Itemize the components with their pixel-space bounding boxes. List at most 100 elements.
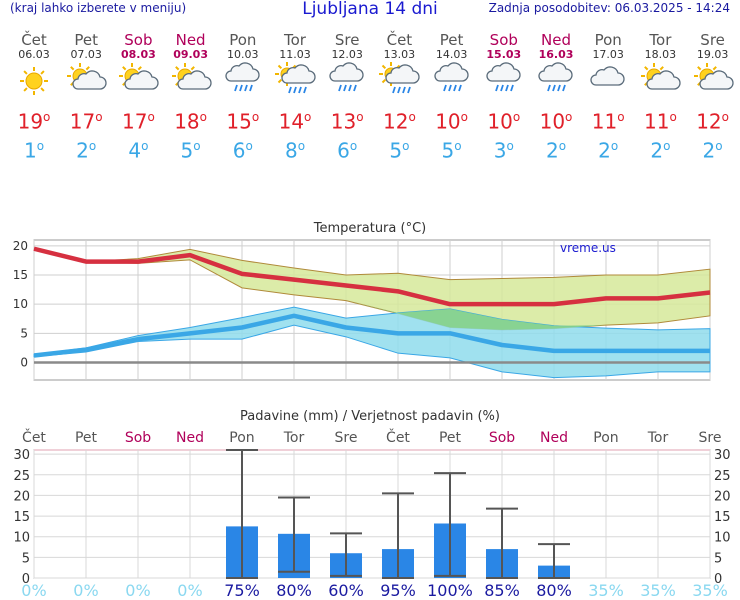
forecast-day: Pon 17.03 11o 2o — [582, 32, 634, 172]
max-temperature-line — [33, 246, 711, 307]
sun-rain-icon — [379, 62, 421, 94]
y-tick-label-right: 5 — [714, 551, 722, 566]
forecast-day: Čet 06.03 19o 1o — [8, 32, 60, 172]
cloud-rain-icon — [486, 62, 521, 92]
x-tick-label: Pon — [229, 430, 254, 446]
cloud-rain-icon — [225, 62, 260, 92]
probability-label: 35% — [640, 581, 676, 600]
forecast-day: Tor 18.03 11o 2o — [634, 32, 686, 172]
x-tick-label: Sre — [335, 430, 358, 446]
min-temperature: 5o — [180, 138, 201, 163]
min-temperature: 4o — [128, 138, 149, 163]
forecast-day: Tor 11.03 14o 8o — [269, 32, 321, 172]
probability-label: 35% — [588, 581, 624, 600]
y-tick-label: 30 — [13, 448, 30, 463]
day-name: Čet — [386, 31, 413, 49]
max-temperature: 11o — [643, 109, 677, 134]
forecast-day: Sre 19.03 12o 2o — [687, 32, 739, 172]
x-tick-label: Ned — [176, 430, 204, 446]
probability-label: 0% — [73, 581, 98, 600]
forecast-day: Sob 15.03 10o 3o — [478, 32, 530, 172]
x-tick-label: Čet — [386, 428, 410, 446]
day-date: 15.03 — [486, 48, 522, 61]
day-date: 09.03 — [173, 48, 208, 61]
probability-label: 35% — [692, 581, 728, 600]
sun-cloud-icon — [693, 63, 734, 90]
cloud-icon — [590, 66, 625, 86]
temperature-chart: Temperatura (°C) 0 5 10 15 20 vreme.us — [13, 221, 711, 381]
day-date: 18.03 — [644, 48, 677, 61]
day-date: 12.03 — [331, 48, 363, 61]
y-tick-label: 10 — [13, 297, 28, 311]
precipitation-chart: Padavine (mm) / Verjetnost padavin (%) Če… — [13, 409, 731, 600]
x-tick-label: Pet — [439, 430, 462, 446]
max-temperature: 10o — [487, 109, 521, 134]
forecast-day: Ned 09.03 18o 5o — [165, 32, 217, 172]
y-tick-label: 20 — [13, 239, 28, 253]
partly-cloudy-icon — [171, 63, 212, 90]
min-temperature-line — [33, 313, 710, 358]
day-name: Pon — [229, 31, 257, 49]
forecast-day: Čet 13.03 12o 5o — [373, 32, 425, 172]
day-name: Pet — [74, 31, 98, 49]
y-tick-label: 10 — [13, 531, 30, 546]
day-date: 06.03 — [18, 48, 50, 61]
y-tick-label-right: 20 — [714, 489, 731, 504]
watermark-label: vreme.us — [560, 241, 616, 255]
x-tick-label: Sre — [699, 430, 722, 446]
x-tick-label: Ned — [540, 430, 568, 446]
day-name: Tor — [649, 31, 672, 49]
probability-label: 85% — [484, 581, 520, 600]
min-temperature: 2o — [545, 138, 567, 163]
max-temperature: 12o — [382, 109, 416, 134]
probability-label: 80% — [536, 581, 572, 600]
max-temperature: 19o — [17, 109, 51, 134]
max-temperature: 12o — [696, 109, 729, 134]
cloud-rain-icon — [329, 62, 364, 92]
max-temperature: 17o — [121, 109, 155, 134]
probability-label: 60% — [328, 581, 364, 600]
min-temperature: 3o — [493, 138, 514, 163]
plot-area — [33, 449, 711, 579]
day-date: 11.03 — [279, 48, 311, 61]
day-date: 14.03 — [435, 48, 468, 61]
probability-label: 100% — [427, 581, 473, 600]
y-tick-label: 15 — [13, 268, 28, 282]
max-temperature: 10o — [435, 109, 468, 134]
max-temperature: 10o — [539, 109, 573, 134]
partly-cloudy-icon — [641, 63, 682, 90]
partly-cloudy-icon — [67, 63, 107, 90]
last-updated: Zadnja posodobitev: 06.03.2025 - 14:24 — [488, 1, 730, 15]
y-tick-label: 5 — [20, 326, 28, 340]
day-date: 07.03 — [70, 48, 102, 61]
page-title: Ljubljana 14 dni — [302, 0, 438, 19]
probability-label: 0% — [125, 581, 150, 600]
x-tick-label: Čet — [22, 428, 46, 446]
day-date: 10.03 — [227, 48, 259, 61]
day-date: 16.03 — [538, 48, 574, 61]
day-date: 13.03 — [383, 48, 416, 61]
y-tick-label: 0 — [20, 356, 28, 370]
sun-icon — [20, 67, 48, 95]
x-tick-label: Tor — [647, 430, 669, 446]
min-temperature: 2o — [598, 138, 619, 163]
y-tick-label: 0 — [22, 572, 30, 587]
x-tick-label: Sob — [125, 430, 151, 446]
probability-label: 0% — [177, 581, 202, 600]
forecast-day: Pet 07.03 17o 2o — [60, 32, 112, 172]
min-temperature: 5o — [389, 138, 410, 163]
y-tick-label-right: 15 — [714, 510, 731, 525]
y-tick-label: 5 — [22, 551, 30, 566]
region-menu-hint[interactable]: (kraj lahko izberete v meniju) — [10, 1, 187, 15]
day-date: 17.03 — [592, 48, 624, 61]
precipitation-chart-title: Padavine (mm) / Verjetnost padavin (%) — [240, 409, 500, 424]
y-tick-label-right: 10 — [714, 531, 731, 546]
day-name: Sre — [334, 31, 360, 49]
y-tick-label: 25 — [13, 469, 30, 484]
page-header: (kraj lahko izberete v meniju) Ljubljana… — [0, 0, 740, 22]
forecast-day: Sob 08.03 17o 4o — [112, 32, 164, 172]
min-temperature: 6o — [337, 138, 358, 163]
min-temperature: 6o — [232, 138, 253, 163]
min-temperature: 1o — [23, 138, 45, 163]
x-tick-label: Sob — [489, 430, 515, 446]
